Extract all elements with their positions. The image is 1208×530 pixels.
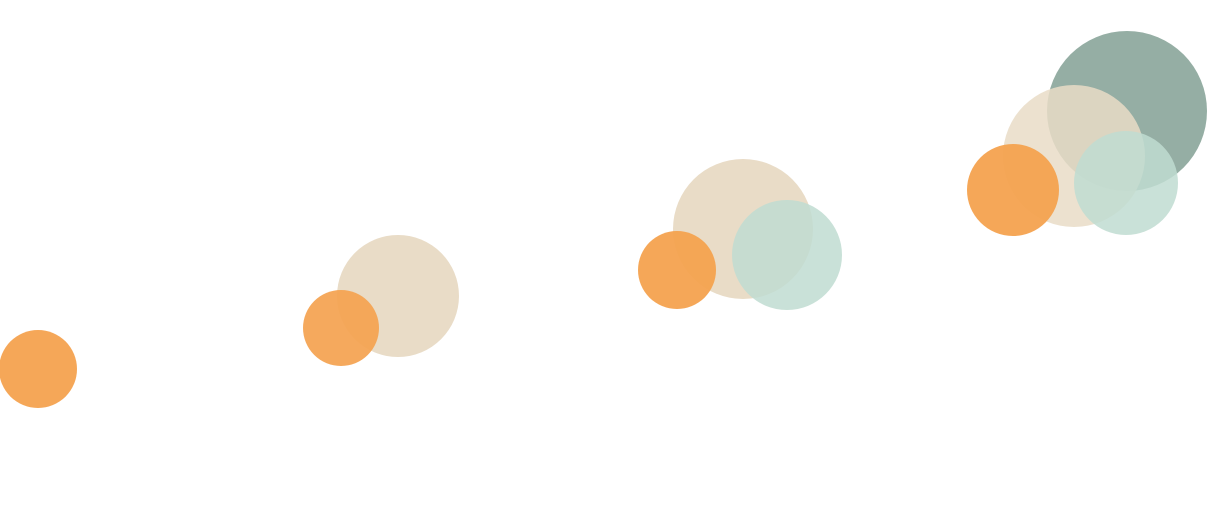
mint-bubble: [1074, 131, 1178, 235]
orange-bubble: [0, 330, 77, 408]
orange-bubble: [967, 144, 1059, 236]
bubble-cluster-3: [638, 159, 842, 310]
bubble-cluster-1: [0, 330, 77, 408]
bubble-cluster-4: [967, 31, 1207, 236]
orange-bubble: [303, 290, 379, 366]
orange-bubble: [638, 231, 716, 309]
bubble-cluster-2: [303, 235, 459, 366]
mint-bubble: [732, 200, 842, 310]
